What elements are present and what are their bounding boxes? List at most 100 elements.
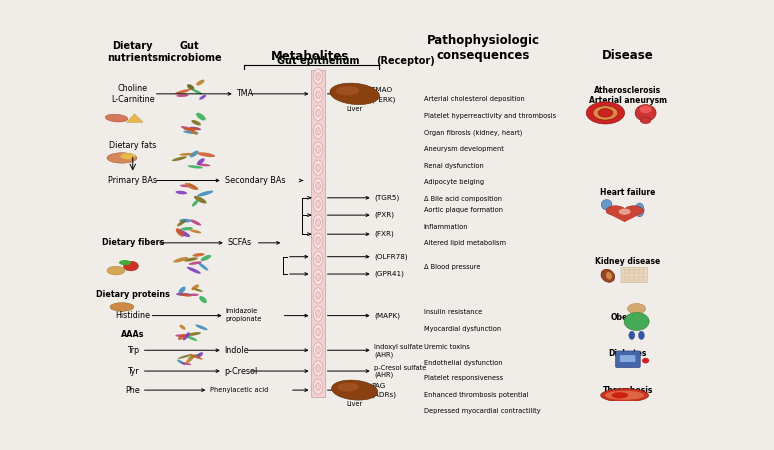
Ellipse shape [196, 80, 204, 86]
Ellipse shape [183, 130, 199, 134]
Ellipse shape [316, 274, 320, 281]
Text: (ADRs): (ADRs) [371, 391, 396, 397]
Ellipse shape [316, 219, 320, 226]
Text: (GPR41): (GPR41) [374, 271, 404, 277]
Text: Inflammation: Inflammation [423, 224, 468, 230]
Text: Uremic toxins: Uremic toxins [423, 344, 469, 350]
Text: (TGR5): (TGR5) [374, 194, 399, 201]
Text: TMAO: TMAO [371, 87, 392, 94]
Ellipse shape [186, 356, 194, 363]
Ellipse shape [642, 358, 649, 364]
Ellipse shape [179, 153, 194, 156]
Ellipse shape [119, 260, 131, 265]
Ellipse shape [635, 203, 644, 217]
Ellipse shape [316, 127, 320, 135]
Text: Renal dysfunction: Renal dysfunction [423, 162, 484, 169]
Text: Pathophysiologic
consequences: Pathophysiologic consequences [427, 34, 540, 62]
Ellipse shape [190, 220, 201, 225]
Ellipse shape [316, 73, 320, 81]
Text: (AHR): (AHR) [374, 372, 393, 378]
Ellipse shape [197, 152, 215, 157]
Ellipse shape [177, 360, 186, 365]
Ellipse shape [123, 261, 139, 271]
Text: (PERK): (PERK) [371, 97, 396, 104]
Text: Choline
L-Carnitine: Choline L-Carnitine [111, 84, 155, 104]
Ellipse shape [316, 255, 320, 263]
Text: AAAs: AAAs [121, 330, 145, 339]
Ellipse shape [107, 266, 125, 275]
Text: Adipocyte beiging: Adipocyte beiging [423, 179, 484, 185]
Text: Arterial cholesterol deposition: Arterial cholesterol deposition [423, 96, 525, 102]
Ellipse shape [330, 83, 379, 104]
Ellipse shape [176, 293, 191, 296]
Ellipse shape [188, 183, 199, 190]
Ellipse shape [316, 146, 320, 153]
Ellipse shape [196, 113, 206, 121]
Ellipse shape [192, 288, 203, 292]
Ellipse shape [190, 126, 201, 130]
Text: Tyr: Tyr [127, 367, 139, 376]
Ellipse shape [180, 324, 186, 330]
Ellipse shape [173, 257, 188, 262]
Ellipse shape [191, 284, 199, 290]
Ellipse shape [194, 196, 207, 203]
Text: Phe: Phe [125, 386, 140, 395]
Ellipse shape [176, 228, 184, 237]
Ellipse shape [193, 253, 204, 256]
Text: Insulin resistance: Insulin resistance [423, 309, 482, 315]
Text: Dietary fats: Dietary fats [109, 141, 156, 150]
Text: Indole: Indole [224, 346, 248, 355]
Ellipse shape [316, 182, 320, 190]
Ellipse shape [192, 89, 202, 94]
Ellipse shape [200, 255, 211, 261]
Text: Aneurysm development: Aneurysm development [423, 146, 504, 152]
FancyBboxPatch shape [615, 351, 640, 368]
Text: Dietary
nutrients: Dietary nutrients [108, 41, 158, 63]
Text: Histidine: Histidine [115, 311, 150, 320]
Ellipse shape [316, 200, 320, 208]
Ellipse shape [606, 272, 612, 279]
Text: (Receptor): (Receptor) [376, 56, 435, 66]
Ellipse shape [628, 331, 635, 339]
Ellipse shape [181, 362, 191, 365]
Text: Imidazole: Imidazole [226, 308, 258, 315]
Ellipse shape [313, 178, 323, 194]
Circle shape [628, 303, 646, 314]
Ellipse shape [179, 287, 186, 294]
Ellipse shape [187, 85, 194, 89]
Ellipse shape [313, 288, 323, 303]
Text: (OLFR78): (OLFR78) [374, 253, 407, 260]
Text: Liver: Liver [347, 401, 363, 407]
Ellipse shape [199, 95, 206, 100]
Ellipse shape [195, 324, 207, 330]
Ellipse shape [187, 332, 201, 336]
Ellipse shape [180, 293, 191, 297]
Ellipse shape [618, 208, 631, 215]
Ellipse shape [605, 391, 644, 400]
Ellipse shape [187, 165, 203, 169]
Text: propionate: propionate [226, 316, 262, 322]
Ellipse shape [185, 183, 197, 190]
Ellipse shape [183, 127, 200, 130]
Ellipse shape [624, 312, 649, 330]
Ellipse shape [110, 302, 134, 311]
Circle shape [593, 106, 618, 120]
Ellipse shape [313, 160, 323, 176]
Ellipse shape [601, 389, 649, 402]
Ellipse shape [190, 230, 201, 234]
Polygon shape [127, 114, 143, 122]
Ellipse shape [640, 117, 651, 124]
Ellipse shape [176, 191, 187, 194]
Text: SCFAs: SCFAs [228, 238, 252, 248]
Ellipse shape [190, 354, 203, 360]
Ellipse shape [313, 69, 323, 84]
Ellipse shape [601, 269, 615, 282]
Ellipse shape [192, 199, 199, 207]
Ellipse shape [188, 354, 200, 359]
Text: Dietary fibers: Dietary fibers [101, 238, 164, 248]
Ellipse shape [187, 267, 201, 274]
Text: Dietary proteins: Dietary proteins [96, 290, 170, 299]
Ellipse shape [635, 104, 656, 121]
Ellipse shape [197, 158, 204, 165]
Text: (PXR): (PXR) [374, 212, 394, 218]
